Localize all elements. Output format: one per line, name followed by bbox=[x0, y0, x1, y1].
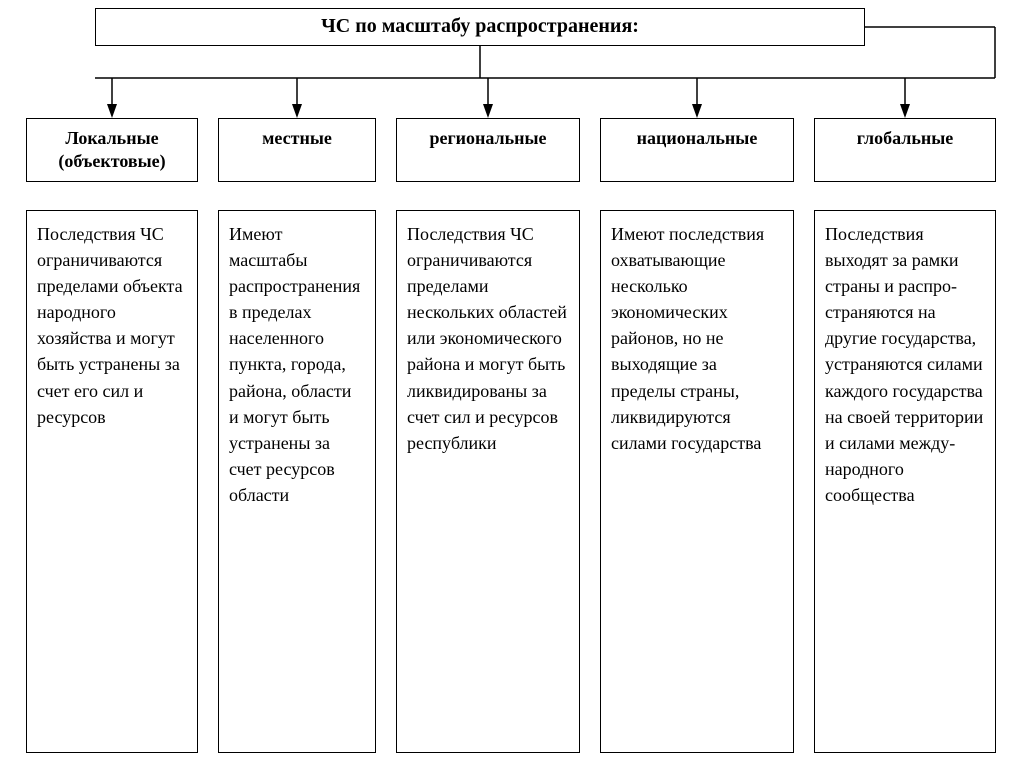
col-header-national: национальные bbox=[600, 118, 794, 182]
col-header-local: Локальные (объектовые) bbox=[26, 118, 198, 182]
col-body-text: Последствия ЧС ограничи­ваются пределами… bbox=[37, 224, 183, 427]
col-body-local: Последствия ЧС ограничи­ваются пределами… bbox=[26, 210, 198, 753]
col-body-text: Имеют последствия охватывающие несколько… bbox=[611, 224, 764, 453]
col-header-label: местные bbox=[262, 127, 332, 150]
col-body-national: Имеют последствия охватывающие несколько… bbox=[600, 210, 794, 753]
root-title-text: ЧС по масштабу распространения: bbox=[321, 15, 639, 37]
col-header-label: Локальные (объектовые) bbox=[33, 127, 191, 172]
root-title-box: ЧС по масштабу распространения: bbox=[95, 8, 865, 46]
col-body-text: Последствия выходят за рамки стра­ны и р… bbox=[825, 224, 983, 505]
col-body-text: Последствия ЧС ограничи­ваются пределами… bbox=[407, 224, 567, 453]
col-body-text: Имеют масштабы распро­странения в предел… bbox=[229, 224, 360, 505]
col-header-global: глобальные bbox=[814, 118, 996, 182]
col-body-mestnye: Имеют масштабы распро­странения в предел… bbox=[218, 210, 376, 753]
col-header-label: региональные bbox=[429, 127, 546, 150]
col-body-regional: Последствия ЧС ограничи­ваются пределами… bbox=[396, 210, 580, 753]
col-header-label: глобальные bbox=[857, 127, 954, 150]
col-header-regional: региональные bbox=[396, 118, 580, 182]
col-header-label: национальные bbox=[637, 127, 758, 150]
col-body-global: Последствия выходят за рамки стра­ны и р… bbox=[814, 210, 996, 753]
col-header-mestnye: местные bbox=[218, 118, 376, 182]
